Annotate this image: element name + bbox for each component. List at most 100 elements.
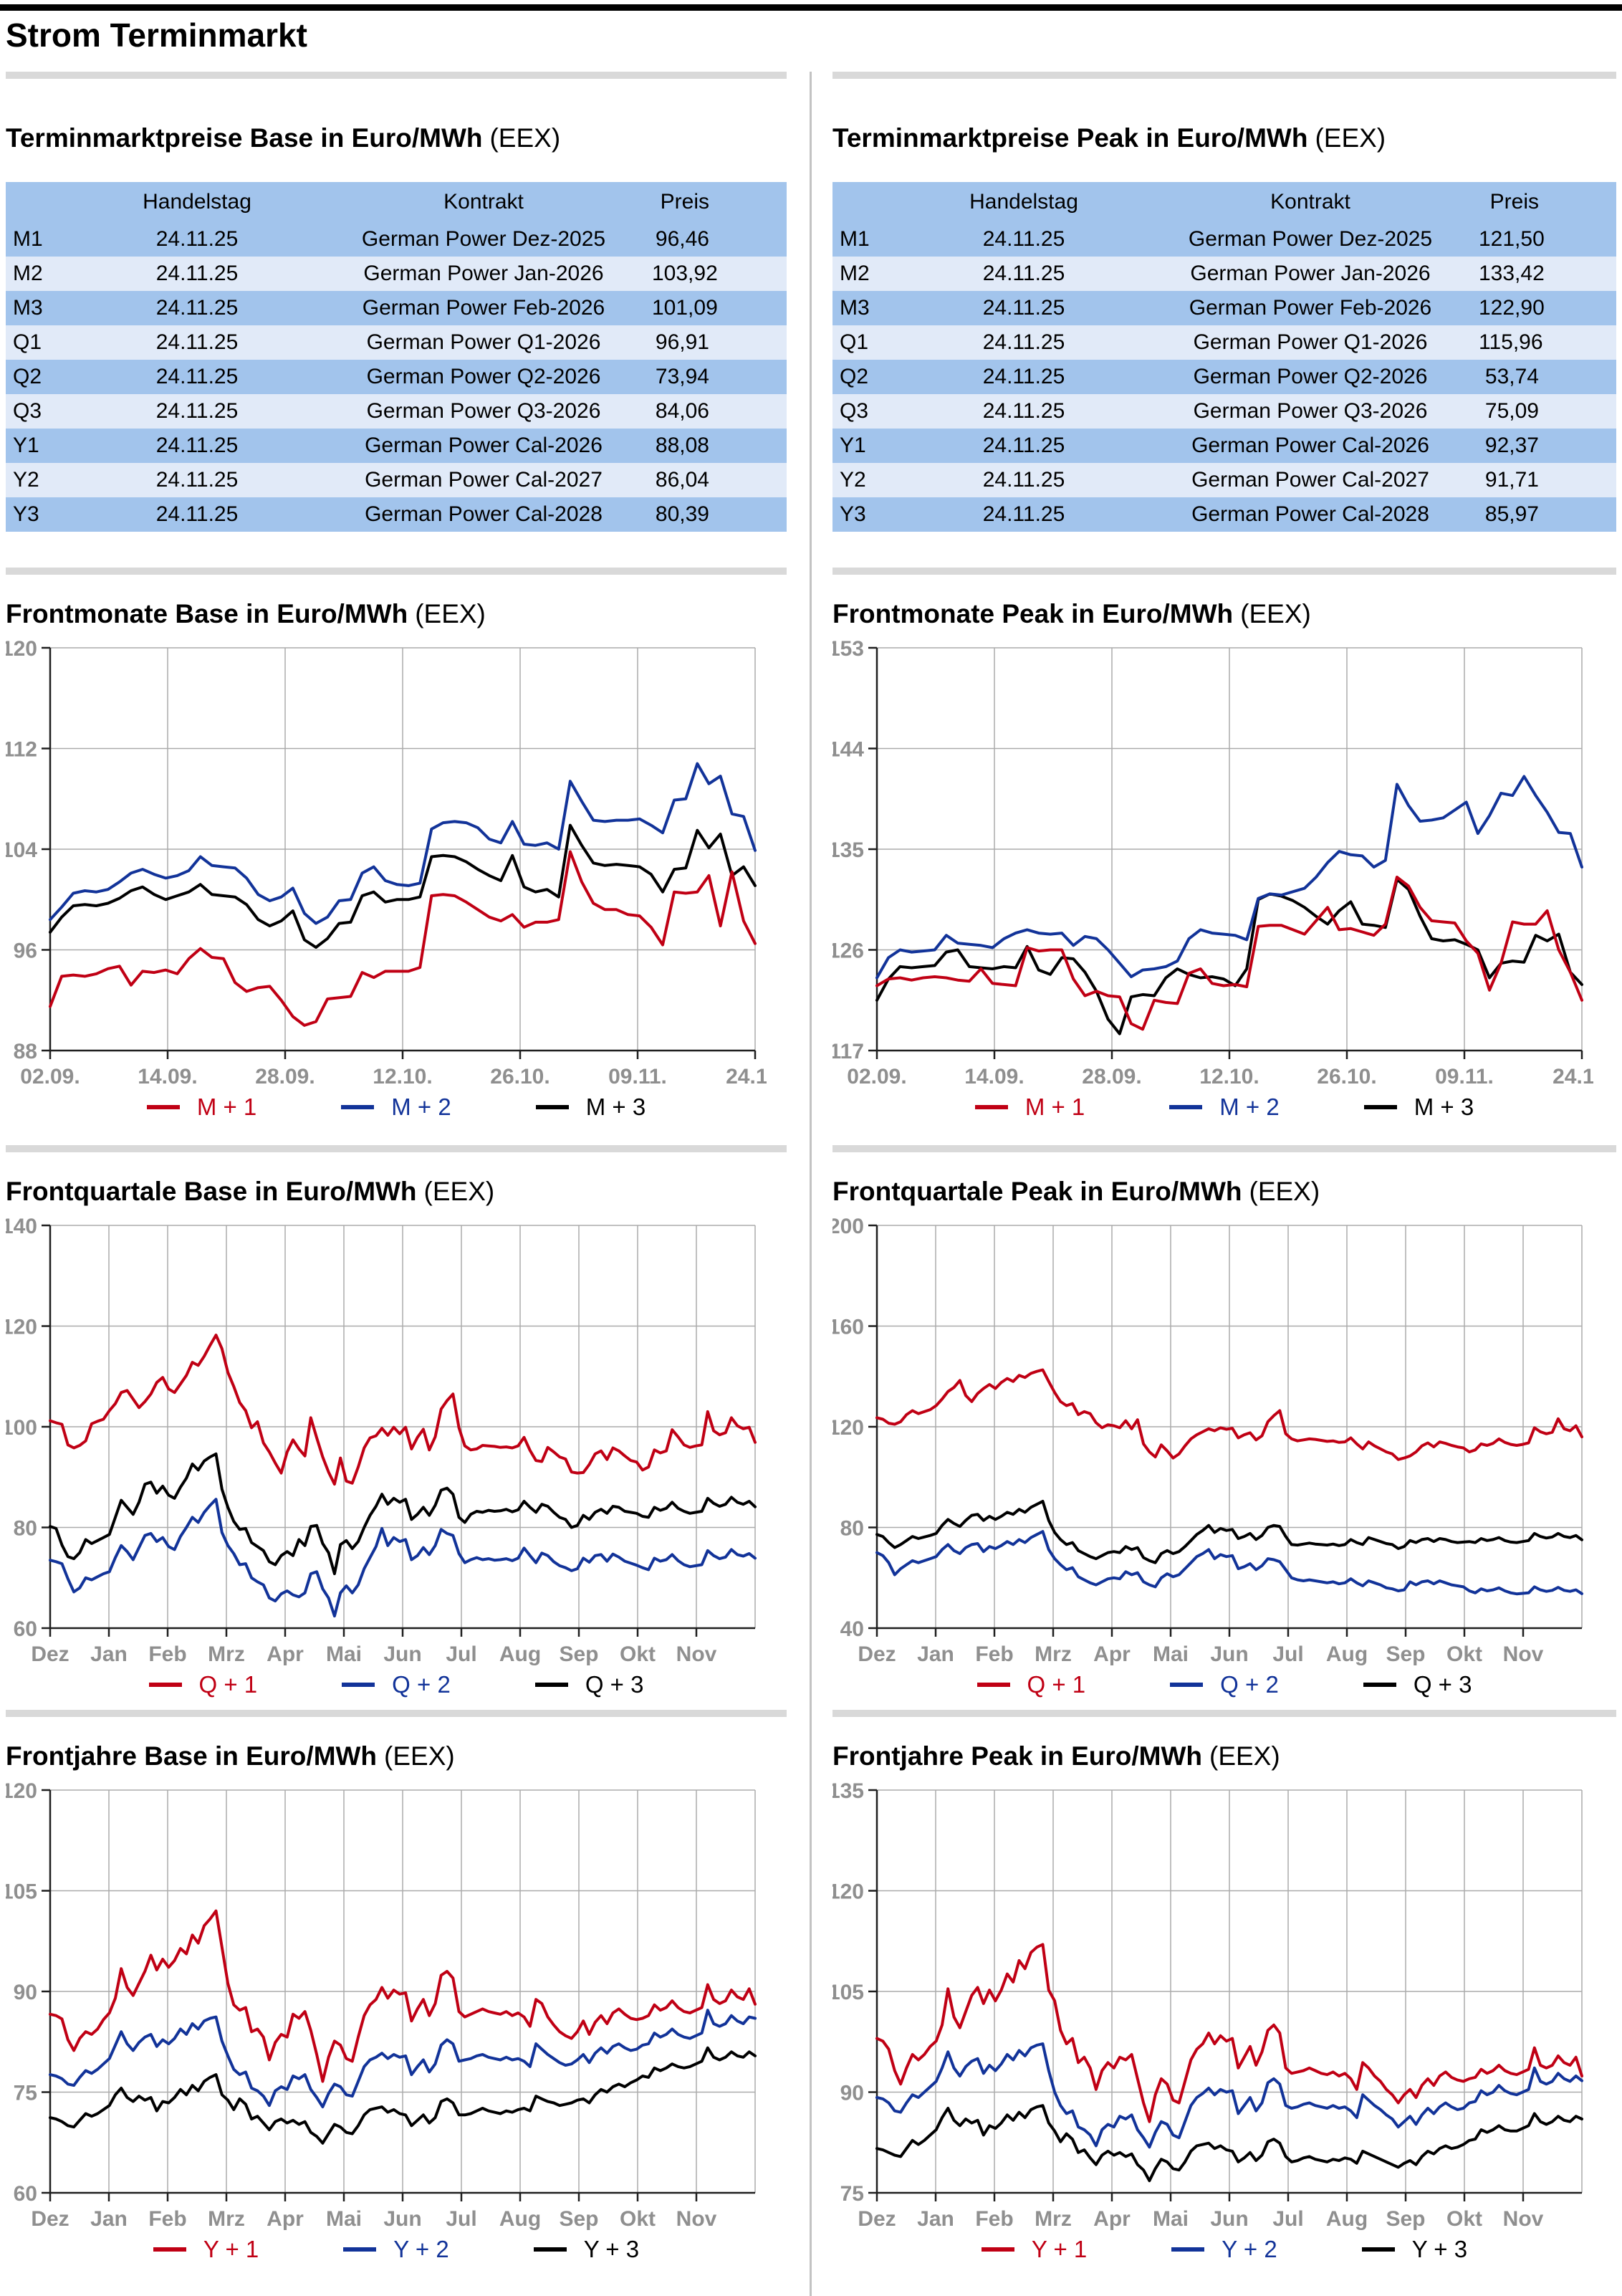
chart-legend: Q + 1 Q + 2 Q + 3: [832, 1671, 1616, 1698]
y-tick-label: 117: [832, 1040, 864, 1063]
legend-label: M + 3: [1414, 1094, 1474, 1120]
x-tick-label: Jun: [383, 2207, 421, 2231]
section-title-suffix: (EEX): [384, 1741, 455, 1771]
column-header: Kontrakt: [1270, 190, 1350, 214]
x-tick-label: Aug: [1326, 2207, 1368, 2231]
legend-item: Q + 3: [534, 1671, 644, 1698]
legend-item: Y + 1: [153, 2236, 259, 2263]
legend-item: Q + 1: [148, 1671, 257, 1698]
row-label: Q3: [13, 399, 42, 423]
content-grid: Terminmarktpreise Base in Euro/MWh (EEX) …: [0, 72, 1622, 2296]
frontjahre-base-chart: 60 75 90 105 120 Dez Jan Feb Mrz Apr Mai Jun Jul Aug S…: [6, 1777, 787, 2263]
kontrakt-cell: German Power Jan-2026: [1190, 262, 1431, 285]
x-tick-label: Sep: [559, 2207, 598, 2231]
legend-dash-icon: [1361, 2247, 1395, 2252]
row-label: M3: [13, 296, 43, 320]
x-tick-label: Dez: [31, 2207, 69, 2231]
handelstag-cell: 24.11.25: [982, 468, 1065, 492]
row-label: Q1: [840, 330, 869, 354]
x-tick-label: Sep: [559, 1642, 598, 1666]
row-label: Y1: [13, 434, 39, 457]
series-line-M+3: [875, 878, 1583, 1035]
row-label: Q2: [840, 365, 869, 388]
x-tick-label: Sep: [1386, 2207, 1425, 2231]
y-tick-label: 105: [6, 1880, 37, 1904]
kontrakt-cell: German Power Cal-2028: [1191, 502, 1429, 526]
y-tick-label: 104: [6, 838, 37, 862]
table-row: M1 24.11.25 German Power Dez-2025 96,46: [6, 222, 787, 257]
y-tick-label: 120: [6, 1316, 37, 1339]
x-tick-label: Mrz: [1035, 1642, 1072, 1666]
legend-label: Q + 3: [585, 1671, 644, 1698]
legend-label: Q + 1: [1027, 1671, 1086, 1698]
table-row: Q2 24.11.25 German Power Q2-2026 73,94: [6, 360, 787, 394]
x-tick-label: 09.11.: [608, 1065, 667, 1089]
x-tick-label: 24.11.: [1553, 1065, 1593, 1089]
section-title-main: Frontjahre Peak in Euro/MWh: [832, 1741, 1202, 1771]
panel-frontmonate-peak: Frontmonate Peak in Euro/MWh (EEX) 117 126…: [811, 568, 1622, 1145]
y-tick-label: 120: [832, 1880, 864, 1904]
y-tick-label: 140: [6, 1215, 37, 1238]
row-label: M3: [840, 296, 870, 320]
column-header: Preis: [660, 190, 709, 214]
legend-label: M + 2: [1219, 1094, 1280, 1120]
legend-item: Y + 2: [343, 2236, 449, 2263]
x-tick-label: Jul: [446, 2207, 476, 2231]
chart-legend: M + 1 M + 2 M + 3: [832, 1094, 1616, 1121]
legend-dash-icon: [342, 1683, 375, 1687]
legend-item: M + 2: [341, 1094, 451, 1121]
chart-legend: M + 1 M + 2 M + 3: [6, 1094, 787, 1121]
series-line-Y+1: [875, 1943, 1583, 2123]
legend-label: Q + 2: [1220, 1671, 1279, 1698]
x-tick-label: Nov: [676, 1642, 717, 1666]
x-tick-label: Nov: [1503, 1642, 1544, 1666]
y-tick-label: 126: [832, 939, 864, 963]
handelstag-cell: 24.11.25: [155, 330, 239, 354]
section-rule: [832, 1145, 1616, 1152]
legend-dash-icon: [1171, 2247, 1205, 2252]
legend-item: M + 3: [1363, 1094, 1474, 1121]
preis-cell: 133,42: [1479, 262, 1545, 285]
kontrakt-cell: German Power Q1-2026: [366, 330, 601, 354]
x-tick-label: Mai: [1153, 2207, 1189, 2231]
table-row: M2 24.11.25 German Power Jan-2026 133,42: [832, 257, 1616, 291]
y-tick-label: 90: [14, 1981, 37, 2004]
table-row: Y2 24.11.25 German Power Cal-2027 91,71: [832, 463, 1616, 497]
kontrakt-cell: German Power Q2-2026: [366, 365, 601, 388]
handelstag-cell: 24.11.25: [155, 365, 239, 388]
row-label: M1: [13, 227, 43, 251]
kontrakt-cell: German Power Q3-2026: [1193, 399, 1428, 423]
x-tick-label: Okt: [1446, 1642, 1482, 1666]
y-tick-label: 100: [6, 1416, 37, 1440]
handelstag-cell: 24.11.25: [982, 296, 1065, 320]
kontrakt-cell: German Power Dez-2025: [361, 227, 606, 251]
legend-dash-icon: [535, 1105, 569, 1109]
series-line-Q+1: [49, 1334, 757, 1486]
kontrakt-cell: German Power Dez-2025: [1188, 227, 1433, 251]
preis-cell: 96,91: [655, 330, 709, 354]
section-title-main: Terminmarktpreise Peak in Euro/MWh: [832, 123, 1308, 153]
section-rule: [6, 1710, 787, 1717]
x-tick-label: Jan: [90, 2207, 128, 2231]
panel-terminmarktpreise-peak: Terminmarktpreise Peak in Euro/MWh (EEX) …: [811, 72, 1622, 568]
preis-cell: 101,09: [652, 296, 718, 320]
section-title-main: Frontmonate Base in Euro/MWh: [6, 599, 408, 628]
row-label: M2: [13, 262, 43, 285]
kontrakt-cell: German Power Cal-2027: [1191, 468, 1429, 492]
panel-frontquartale-base: Frontquartale Base in Euro/MWh (EEX) 60 80…: [0, 1145, 811, 1710]
series-line-Y+3: [49, 2046, 757, 2145]
chart-canvas: 88 96 104 112 120 02.09. 14.09. 28.09. 12.10. 26.…: [6, 637, 767, 1089]
series-line-Q+2: [875, 1530, 1583, 1596]
x-tick-label: Sep: [1386, 1642, 1425, 1666]
preis-cell: 122,90: [1479, 296, 1545, 320]
legend-label: Q + 3: [1413, 1671, 1472, 1698]
section-title-main: Frontjahre Base in Euro/MWh: [6, 1741, 378, 1771]
x-tick-label: Mai: [1153, 1642, 1189, 1666]
panel-frontjahre-peak: Frontjahre Peak in Euro/MWh (EEX) 75 90 105…: [811, 1710, 1622, 2296]
legend-dash-icon: [974, 1105, 1008, 1109]
panel-terminmarktpreise-base: Terminmarktpreise Base in Euro/MWh (EEX) …: [0, 72, 811, 568]
handelstag-cell: 24.11.25: [155, 296, 239, 320]
row-label: Y2: [13, 468, 39, 492]
handelstag-cell: 24.11.25: [155, 262, 239, 285]
